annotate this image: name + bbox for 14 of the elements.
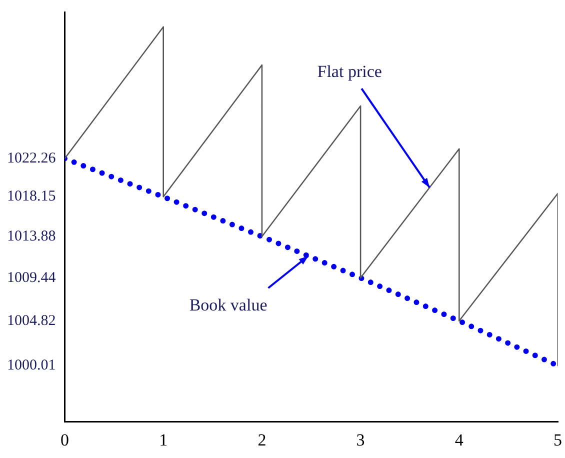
y-tick-label: 1004.82 [7, 312, 56, 329]
x-tick-label: 4 [454, 430, 464, 450]
annotation: Book value [189, 295, 268, 314]
y-tick-label: 1013.88 [7, 228, 56, 244]
y-tick-label: 1009.44 [7, 270, 56, 286]
y-tick-label: 1018.15 [7, 188, 56, 205]
x-tick-label: 1 [159, 430, 168, 450]
y-tick-label: 1000.01 [7, 358, 56, 374]
x-tick-label: 5 [554, 430, 562, 450]
annotation: Flat price [317, 62, 382, 82]
y-tick-label: 1022.26 [7, 150, 56, 166]
x-tick-label: 3 [356, 430, 365, 450]
x-tick-label: 2 [258, 430, 266, 450]
x-tick-label: 0 [60, 430, 69, 450]
